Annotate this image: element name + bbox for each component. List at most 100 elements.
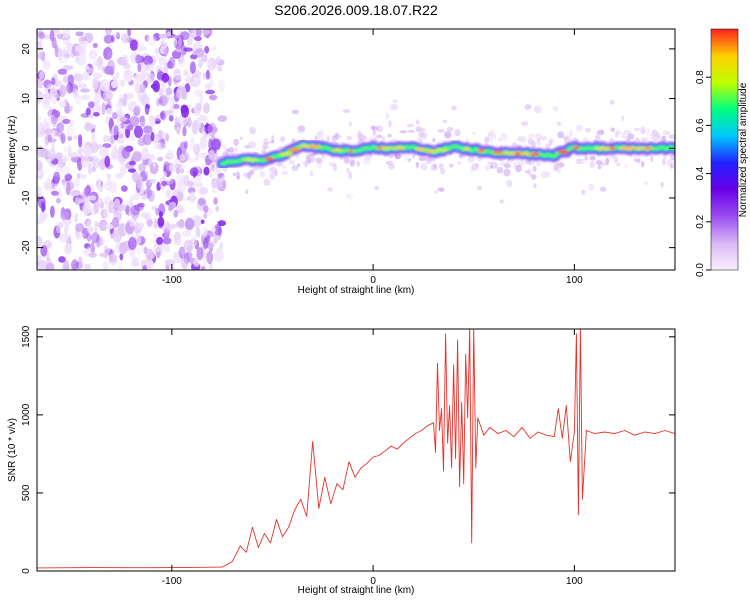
noise-speckle xyxy=(75,197,79,204)
ridge-speckle xyxy=(317,130,325,135)
noise-speckle xyxy=(198,58,203,69)
ridge-speckle xyxy=(589,156,596,161)
ridge-speckle xyxy=(438,129,444,133)
ridge-speckle xyxy=(627,133,635,140)
noise-speckle xyxy=(195,227,201,238)
ridge-speckle xyxy=(291,109,299,115)
noise-speckle xyxy=(192,50,198,55)
noise-speckle xyxy=(64,173,73,181)
noise-speckle xyxy=(209,77,214,87)
snr-plot-area xyxy=(37,329,675,571)
ridge-speckle xyxy=(476,156,484,162)
noise-speckle xyxy=(54,92,60,99)
spectrogram-x-tick-label: -100 xyxy=(162,275,182,286)
noise-speckle xyxy=(154,137,160,143)
noise-speckle xyxy=(80,155,90,169)
ridge-speckle xyxy=(634,158,641,163)
noise-speckle xyxy=(136,176,143,189)
ridge-speckle xyxy=(652,134,659,142)
ridge-speckle xyxy=(646,127,650,135)
noise-speckle xyxy=(99,79,110,92)
noise-speckle xyxy=(173,73,183,80)
noise-speckle xyxy=(83,249,90,255)
ridge-speckle xyxy=(281,171,288,175)
noise-speckle xyxy=(38,259,47,270)
spectrogram-heatmap xyxy=(37,29,675,270)
ridge-hotspot xyxy=(433,148,449,152)
noise-speckle xyxy=(144,34,150,42)
ridge-speckle xyxy=(385,160,393,166)
noise-speckle xyxy=(78,49,87,56)
ridge-speckle xyxy=(444,132,452,139)
colorbar-tick-label: 0.4 xyxy=(695,166,706,180)
ridge-speckle xyxy=(345,193,354,200)
noise-speckle xyxy=(160,39,168,49)
ridge-speckle xyxy=(247,171,252,180)
ridge-speckle xyxy=(536,160,541,167)
noise-speckle xyxy=(146,218,153,227)
noise-speckle xyxy=(89,184,94,194)
noise-speckle xyxy=(88,195,97,201)
ridge-speckle xyxy=(457,161,462,165)
noise-speckle xyxy=(102,90,113,102)
noise-speckle xyxy=(192,215,203,228)
noise-speckle xyxy=(139,83,146,93)
noise-speckle xyxy=(154,118,161,124)
noise-speckle xyxy=(47,148,56,161)
colorbar-label: Normalized spectral amplitude xyxy=(738,82,749,217)
noise-speckle xyxy=(83,40,88,46)
noise-speckle xyxy=(190,54,198,60)
noise-speckle xyxy=(193,41,203,53)
noise-speckle xyxy=(206,250,214,265)
noise-speckle xyxy=(93,72,103,79)
noise-speckle xyxy=(152,80,160,92)
ridge-speckle xyxy=(387,133,392,138)
ridge-speckle xyxy=(556,121,562,126)
noise-speckle xyxy=(164,228,170,239)
noise-speckle xyxy=(154,48,161,55)
ridge-speckle xyxy=(342,109,351,113)
noise-speckle xyxy=(37,132,45,138)
noise-speckle xyxy=(116,209,123,220)
noise-speckle xyxy=(192,120,199,129)
noise-speckle xyxy=(137,63,142,72)
noise-speckle xyxy=(112,216,120,228)
ridge-speckle xyxy=(499,199,505,204)
ridge-speckle xyxy=(372,126,379,131)
ridge-speckle xyxy=(229,153,236,156)
noise-speckle xyxy=(156,236,164,245)
noise-speckle xyxy=(200,219,205,225)
noise-speckle xyxy=(153,243,163,253)
noise-speckle xyxy=(118,261,123,270)
noise-speckle xyxy=(45,262,55,270)
noise-speckle xyxy=(140,194,148,201)
noise-speckle xyxy=(62,181,68,188)
spectrogram-y-ticks: -20 -10 0 10 20 xyxy=(21,43,675,255)
noise-speckle xyxy=(88,252,97,258)
noise-speckle xyxy=(43,117,48,131)
noise-speckle xyxy=(170,223,177,230)
ridge-hotspot xyxy=(557,150,570,154)
ridge-speckle xyxy=(599,186,607,192)
noise-speckle xyxy=(121,33,130,44)
noise-speckle xyxy=(144,157,152,167)
noise-speckle xyxy=(194,36,202,42)
noise-speckle xyxy=(96,57,104,71)
noise-speckle xyxy=(203,226,208,238)
ridge-speckle xyxy=(399,130,408,134)
noise-speckle xyxy=(218,80,226,93)
noise-speckle xyxy=(84,32,94,44)
ridge-hotspot xyxy=(348,149,354,153)
noise-speckle xyxy=(73,73,83,82)
noise-speckle xyxy=(78,147,83,155)
ridge-speckle xyxy=(364,135,368,141)
noise-speckle xyxy=(121,185,128,192)
noise-speckle xyxy=(182,230,191,237)
colorbar-tick-label: 0.6 xyxy=(695,118,706,132)
ridge-hotspot xyxy=(531,152,538,156)
ridge-speckle xyxy=(477,185,482,191)
ridge-speckle xyxy=(548,139,553,147)
ridge-speckle xyxy=(446,126,454,132)
noise-speckle xyxy=(193,182,204,188)
